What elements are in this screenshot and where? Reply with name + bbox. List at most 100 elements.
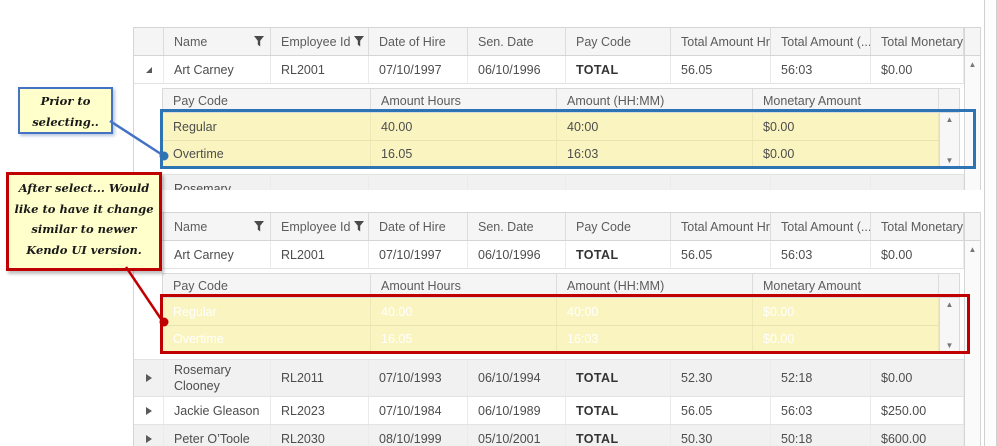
cell-name: Rosemary Clooney — [164, 360, 271, 396]
detail-column-amount-hours[interactable]: Amount Hours — [371, 89, 557, 112]
column-header-total-amount-hrs[interactable]: Total Amount Hrs — [671, 213, 771, 240]
scroll-down-icon[interactable]: ▼ — [945, 341, 954, 350]
grid-before-select: Name Employee Id Date of Hire Sen. Date … — [133, 27, 981, 190]
cell-employee-id: RL2001 — [271, 241, 369, 268]
grid-scrollbar[interactable]: ▲ — [964, 213, 980, 446]
detail-grid: Pay Code Amount Hours Amount (HH:MM) Mon… — [162, 273, 960, 353]
filter-icon[interactable] — [354, 36, 365, 47]
filter-icon[interactable] — [254, 36, 264, 47]
cell-name: Jackie Gleason — [164, 397, 271, 424]
filter-icon[interactable] — [254, 221, 264, 232]
column-header-label: Employee Id — [281, 219, 351, 234]
cell-amount-hours: 16.05 — [371, 141, 557, 167]
cell-total-amount-hhmm: 50:18 — [771, 425, 871, 446]
cell-employee-id: RL2001 — [271, 56, 369, 83]
expand-row-icon[interactable] — [145, 406, 152, 415]
scroll-up-icon[interactable]: ▲ — [968, 60, 977, 69]
column-header-label: Total Amount Hrs — [681, 34, 771, 49]
column-header-date-of-hire[interactable]: Date of Hire — [369, 213, 468, 240]
cell-pay-code: TOTAL — [566, 56, 671, 83]
expand-column-header — [134, 213, 164, 240]
column-header-total-amount-hhmm[interactable]: Total Amount (... — [771, 28, 871, 55]
cell-date-of-hire: 07/10/1997 — [369, 241, 468, 268]
cell-total-amount-hrs: 56.05 — [671, 241, 771, 268]
column-header-total-monetary[interactable]: Total Monetary ... — [871, 28, 964, 55]
expand-row-icon[interactable] — [145, 434, 152, 443]
column-header-pay-code[interactable]: Pay Code — [566, 213, 671, 240]
cell-sen-date: 06/10/1996 — [468, 241, 566, 268]
detail-column-pay-code[interactable]: Pay Code — [163, 89, 371, 112]
table-row-art-carney[interactable]: Art Carney RL2001 07/10/1997 06/10/1996 … — [134, 241, 964, 269]
collapse-row-icon[interactable] — [145, 66, 152, 73]
scroll-up-icon[interactable]: ▲ — [968, 245, 977, 254]
scroll-up-icon[interactable]: ▲ — [945, 300, 954, 309]
cell-total-monetary: $600.00 — [871, 425, 964, 446]
column-header-name[interactable]: Name — [164, 213, 271, 240]
column-header-label: Total Monetary ... — [881, 219, 963, 234]
column-header-label: Name — [174, 34, 208, 49]
column-header-date-of-hire[interactable]: Date of Hire — [369, 28, 468, 55]
cell-employee-id: RL2011 — [271, 360, 369, 396]
column-header-total-amount-hhmm[interactable]: Total Amount (... — [771, 213, 871, 240]
table-row-rosemary-clooney[interactable]: Rosemary Clooney RL2011 07/10/1993 06/10… — [134, 360, 964, 397]
detail-column-monetary-amount[interactable]: Monetary Amount — [753, 89, 939, 112]
detail-scrollbar[interactable]: ▲ ▼ — [939, 298, 959, 352]
cell-total-monetary: $0.00 — [871, 56, 964, 83]
column-header-employee-id[interactable]: Employee Id — [271, 28, 369, 55]
column-header-name[interactable]: Name — [164, 28, 271, 55]
callout-after: After select... Would like to have it ch… — [6, 172, 162, 271]
cell-pay-code: TOTAL — [566, 425, 671, 446]
column-header-label: Total Amount (... — [781, 219, 871, 234]
column-header-sen-date[interactable]: Sen. Date — [468, 28, 566, 55]
cell-name: Art Carney — [164, 56, 271, 83]
expand-row-icon[interactable] — [145, 374, 152, 382]
grid-scrollbar[interactable]: ▲ — [964, 28, 980, 190]
cell-total-amount-hhmm: 56:03 — [771, 56, 871, 83]
cell-total-amount-hrs: 52.30 — [671, 360, 771, 396]
table-row-jackie-gleason[interactable]: Jackie Gleason RL2023 07/10/1984 06/10/1… — [134, 397, 964, 425]
detail-scrollbar[interactable]: ▲ ▼ — [939, 113, 959, 167]
scroll-down-icon[interactable]: ▼ — [945, 156, 954, 165]
cell-name: Rosemary — [164, 175, 271, 190]
table-row-art-carney[interactable]: Art Carney RL2001 07/10/1997 06/10/1996 … — [134, 56, 964, 84]
scroll-up-icon[interactable]: ▲ — [945, 115, 954, 124]
cell-sen-date: 05/10/2001 — [468, 425, 566, 446]
cell-pay-code: Regular — [163, 298, 371, 325]
detail-column-monetary-amount[interactable]: Monetary Amount — [753, 274, 939, 297]
detail-column-amount-hours[interactable]: Amount Hours — [371, 274, 557, 297]
column-header-total-amount-hrs[interactable]: Total Amount Hrs — [671, 28, 771, 55]
cell-date-of-hire: 07/10/1984 — [369, 397, 468, 424]
cell-sen-date: 06/10/1994 — [468, 360, 566, 396]
column-header-employee-id[interactable]: Employee Id — [271, 213, 369, 240]
table-row-partial[interactable]: Rosemary — [134, 175, 964, 190]
callout-prior-text: Prior to selecting.. — [32, 94, 99, 129]
detail-header-spacer — [939, 89, 959, 112]
expand-cell — [134, 397, 164, 424]
column-header-sen-date[interactable]: Sen. Date — [468, 213, 566, 240]
table-row-peter-otoole[interactable]: Peter O’Toole RL2030 08/10/1999 05/10/20… — [134, 425, 964, 446]
cell-date-of-hire: 07/10/1993 — [369, 360, 468, 396]
cell-total-amount-hrs: 56.05 — [671, 56, 771, 83]
cell-name: Peter O’Toole — [164, 425, 271, 446]
column-header-label: Total Amount (... — [781, 34, 871, 49]
detail-row-overtime[interactable]: Overtime 16.05 16:03 $0.00 — [163, 140, 939, 167]
cell-total-amount-hrs: 56.05 — [671, 397, 771, 424]
window-scrollbar-track[interactable] — [984, 0, 997, 446]
detail-column-pay-code[interactable]: Pay Code — [163, 274, 371, 297]
detail-column-amount-hhmm[interactable]: Amount (HH:MM) — [557, 274, 753, 297]
filter-icon[interactable] — [354, 221, 365, 232]
expand-cell — [134, 56, 164, 83]
detail-row-overtime-selected[interactable]: Overtime 16.05 16:03 $0.00 — [163, 325, 939, 352]
detail-row-regular-selected[interactable]: Regular 40.00 40:00 $0.00 — [163, 298, 939, 325]
callout-after-text: After select... Would like to have it ch… — [14, 181, 154, 258]
cell-monetary-amount: $0.00 — [753, 113, 939, 140]
column-header-total-monetary[interactable]: Total Monetary ... — [871, 213, 964, 240]
expand-column-header — [134, 28, 164, 55]
detail-column-amount-hhmm[interactable]: Amount (HH:MM) — [557, 89, 753, 112]
cell-amount-hhmm: 40:00 — [557, 113, 753, 140]
column-header-label: Employee Id — [281, 34, 351, 49]
column-header-label: Total Amount Hrs — [681, 219, 771, 234]
column-header-pay-code[interactable]: Pay Code — [566, 28, 671, 55]
cell-monetary-amount: $0.00 — [753, 298, 939, 325]
detail-row-regular[interactable]: Regular 40.00 40:00 $0.00 — [163, 113, 939, 140]
